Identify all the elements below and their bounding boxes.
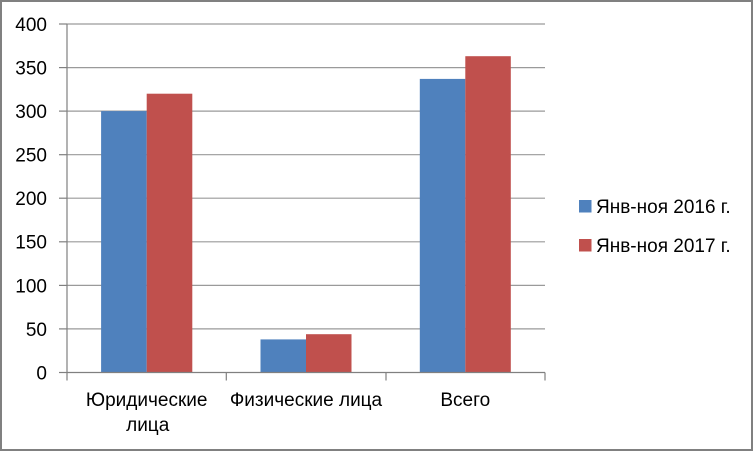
svg-text:0: 0 bbox=[36, 363, 47, 384]
svg-text:250: 250 bbox=[15, 146, 47, 167]
svg-text:50: 50 bbox=[26, 320, 47, 341]
svg-text:Физические лица: Физические лица bbox=[230, 390, 383, 411]
svg-text:200: 200 bbox=[15, 189, 47, 210]
svg-text:400: 400 bbox=[15, 15, 47, 36]
svg-text:350: 350 bbox=[15, 59, 47, 80]
svg-text:Янв-ноя 2016 г.: Янв-ноя 2016 г. bbox=[596, 197, 731, 218]
svg-text:150: 150 bbox=[15, 233, 47, 254]
svg-text:Всего: Всего bbox=[440, 390, 490, 411]
svg-text:100: 100 bbox=[15, 276, 47, 297]
svg-text:Янв-ноя 2017 г.: Янв-ноя 2017 г. bbox=[596, 236, 731, 257]
svg-text:300: 300 bbox=[15, 102, 47, 123]
svg-text:лица: лица bbox=[126, 415, 170, 436]
svg-text:Юридические: Юридические bbox=[86, 390, 208, 411]
